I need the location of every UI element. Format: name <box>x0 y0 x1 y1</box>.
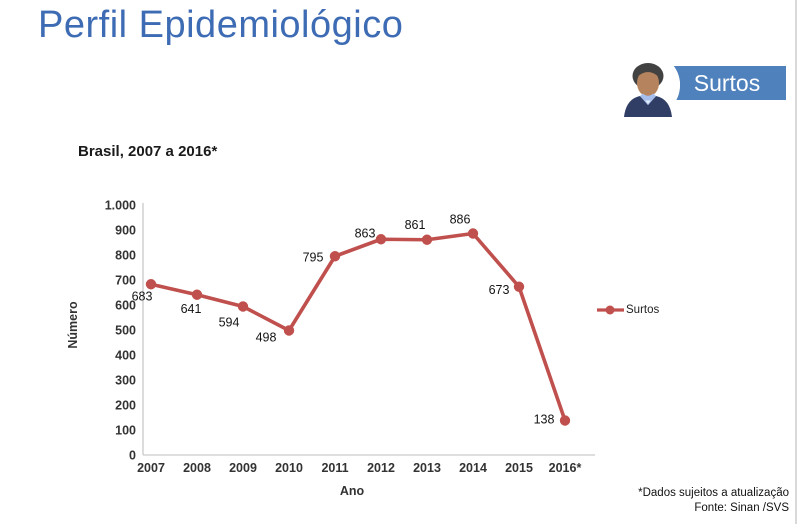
chart-title: Brasil, 2007 a 2016* <box>78 143 218 160</box>
footnotes: *Dados sujeitos a atualização Fonte: Sin… <box>638 486 789 516</box>
x-tick-label: 2015 <box>505 461 533 475</box>
page-title: Perfil Epidemiológico <box>38 4 404 46</box>
y-tick-label: 500 <box>115 324 136 338</box>
x-tick-label: 2016* <box>549 461 582 475</box>
y-tick-label: 700 <box>115 274 136 288</box>
x-tick-label: 2013 <box>413 461 441 475</box>
y-tick-label: 0 <box>129 449 136 463</box>
line-chart: 0 100 200 300 400 500 600 700 800 900 1.000 2007 200… <box>105 199 595 475</box>
y-tick-label: 300 <box>115 374 136 388</box>
data-label: 886 <box>450 213 471 227</box>
data-point-marker <box>421 234 433 245</box>
data-point-marker <box>375 234 387 245</box>
data-label: 861 <box>405 218 426 232</box>
series-line <box>149 231 567 423</box>
legend-label: Surtos <box>626 304 660 316</box>
data-label: 683 <box>132 289 153 303</box>
x-tick-label: 2009 <box>229 461 257 475</box>
y-tick-label: 400 <box>115 349 136 363</box>
data-point-marker <box>329 251 341 262</box>
y-tick-label: 1.000 <box>105 199 136 213</box>
y-tick-label: 800 <box>115 249 136 263</box>
x-tick-label: 2008 <box>183 461 211 475</box>
legend-line-marker-icon <box>597 305 624 315</box>
data-point-marker <box>467 228 479 239</box>
data-point-marker <box>513 281 525 292</box>
data-point-marker <box>237 301 249 312</box>
data-point-marker <box>559 415 571 426</box>
footnote-data-update: *Dados sujeitos a atualização <box>638 487 789 499</box>
x-tick-label: 2014 <box>459 461 487 475</box>
data-label: 795 <box>303 250 324 264</box>
x-tick-label: 2012 <box>367 461 395 475</box>
footnote-source: Fonte: Sinan /SVS <box>694 502 789 514</box>
data-label: 641 <box>181 302 202 316</box>
data-point-marker <box>145 279 157 290</box>
x-tick-label: 2010 <box>275 461 303 475</box>
y-tick-label: 100 <box>115 424 136 438</box>
data-label: 498 <box>256 331 277 345</box>
data-label: 673 <box>489 283 510 297</box>
y-tick-label: 600 <box>115 299 136 313</box>
avatar <box>616 53 680 117</box>
x-tick-label: 2007 <box>137 461 165 475</box>
data-label: 863 <box>355 226 376 240</box>
x-tick-label: 2011 <box>321 461 348 475</box>
data-point-marker <box>191 289 203 300</box>
data-label: 594 <box>219 316 240 330</box>
y-tick-label: 900 <box>115 224 136 238</box>
data-label: 138 <box>534 413 555 427</box>
slide-right-border <box>795 0 797 524</box>
y-tick-label: 200 <box>115 399 136 413</box>
badge-label: Surtos <box>693 69 761 96</box>
x-axis-label: Ano <box>339 484 365 498</box>
data-point-marker <box>283 325 295 336</box>
chart-legend: Surtos <box>597 303 659 317</box>
person-icon <box>616 53 680 117</box>
